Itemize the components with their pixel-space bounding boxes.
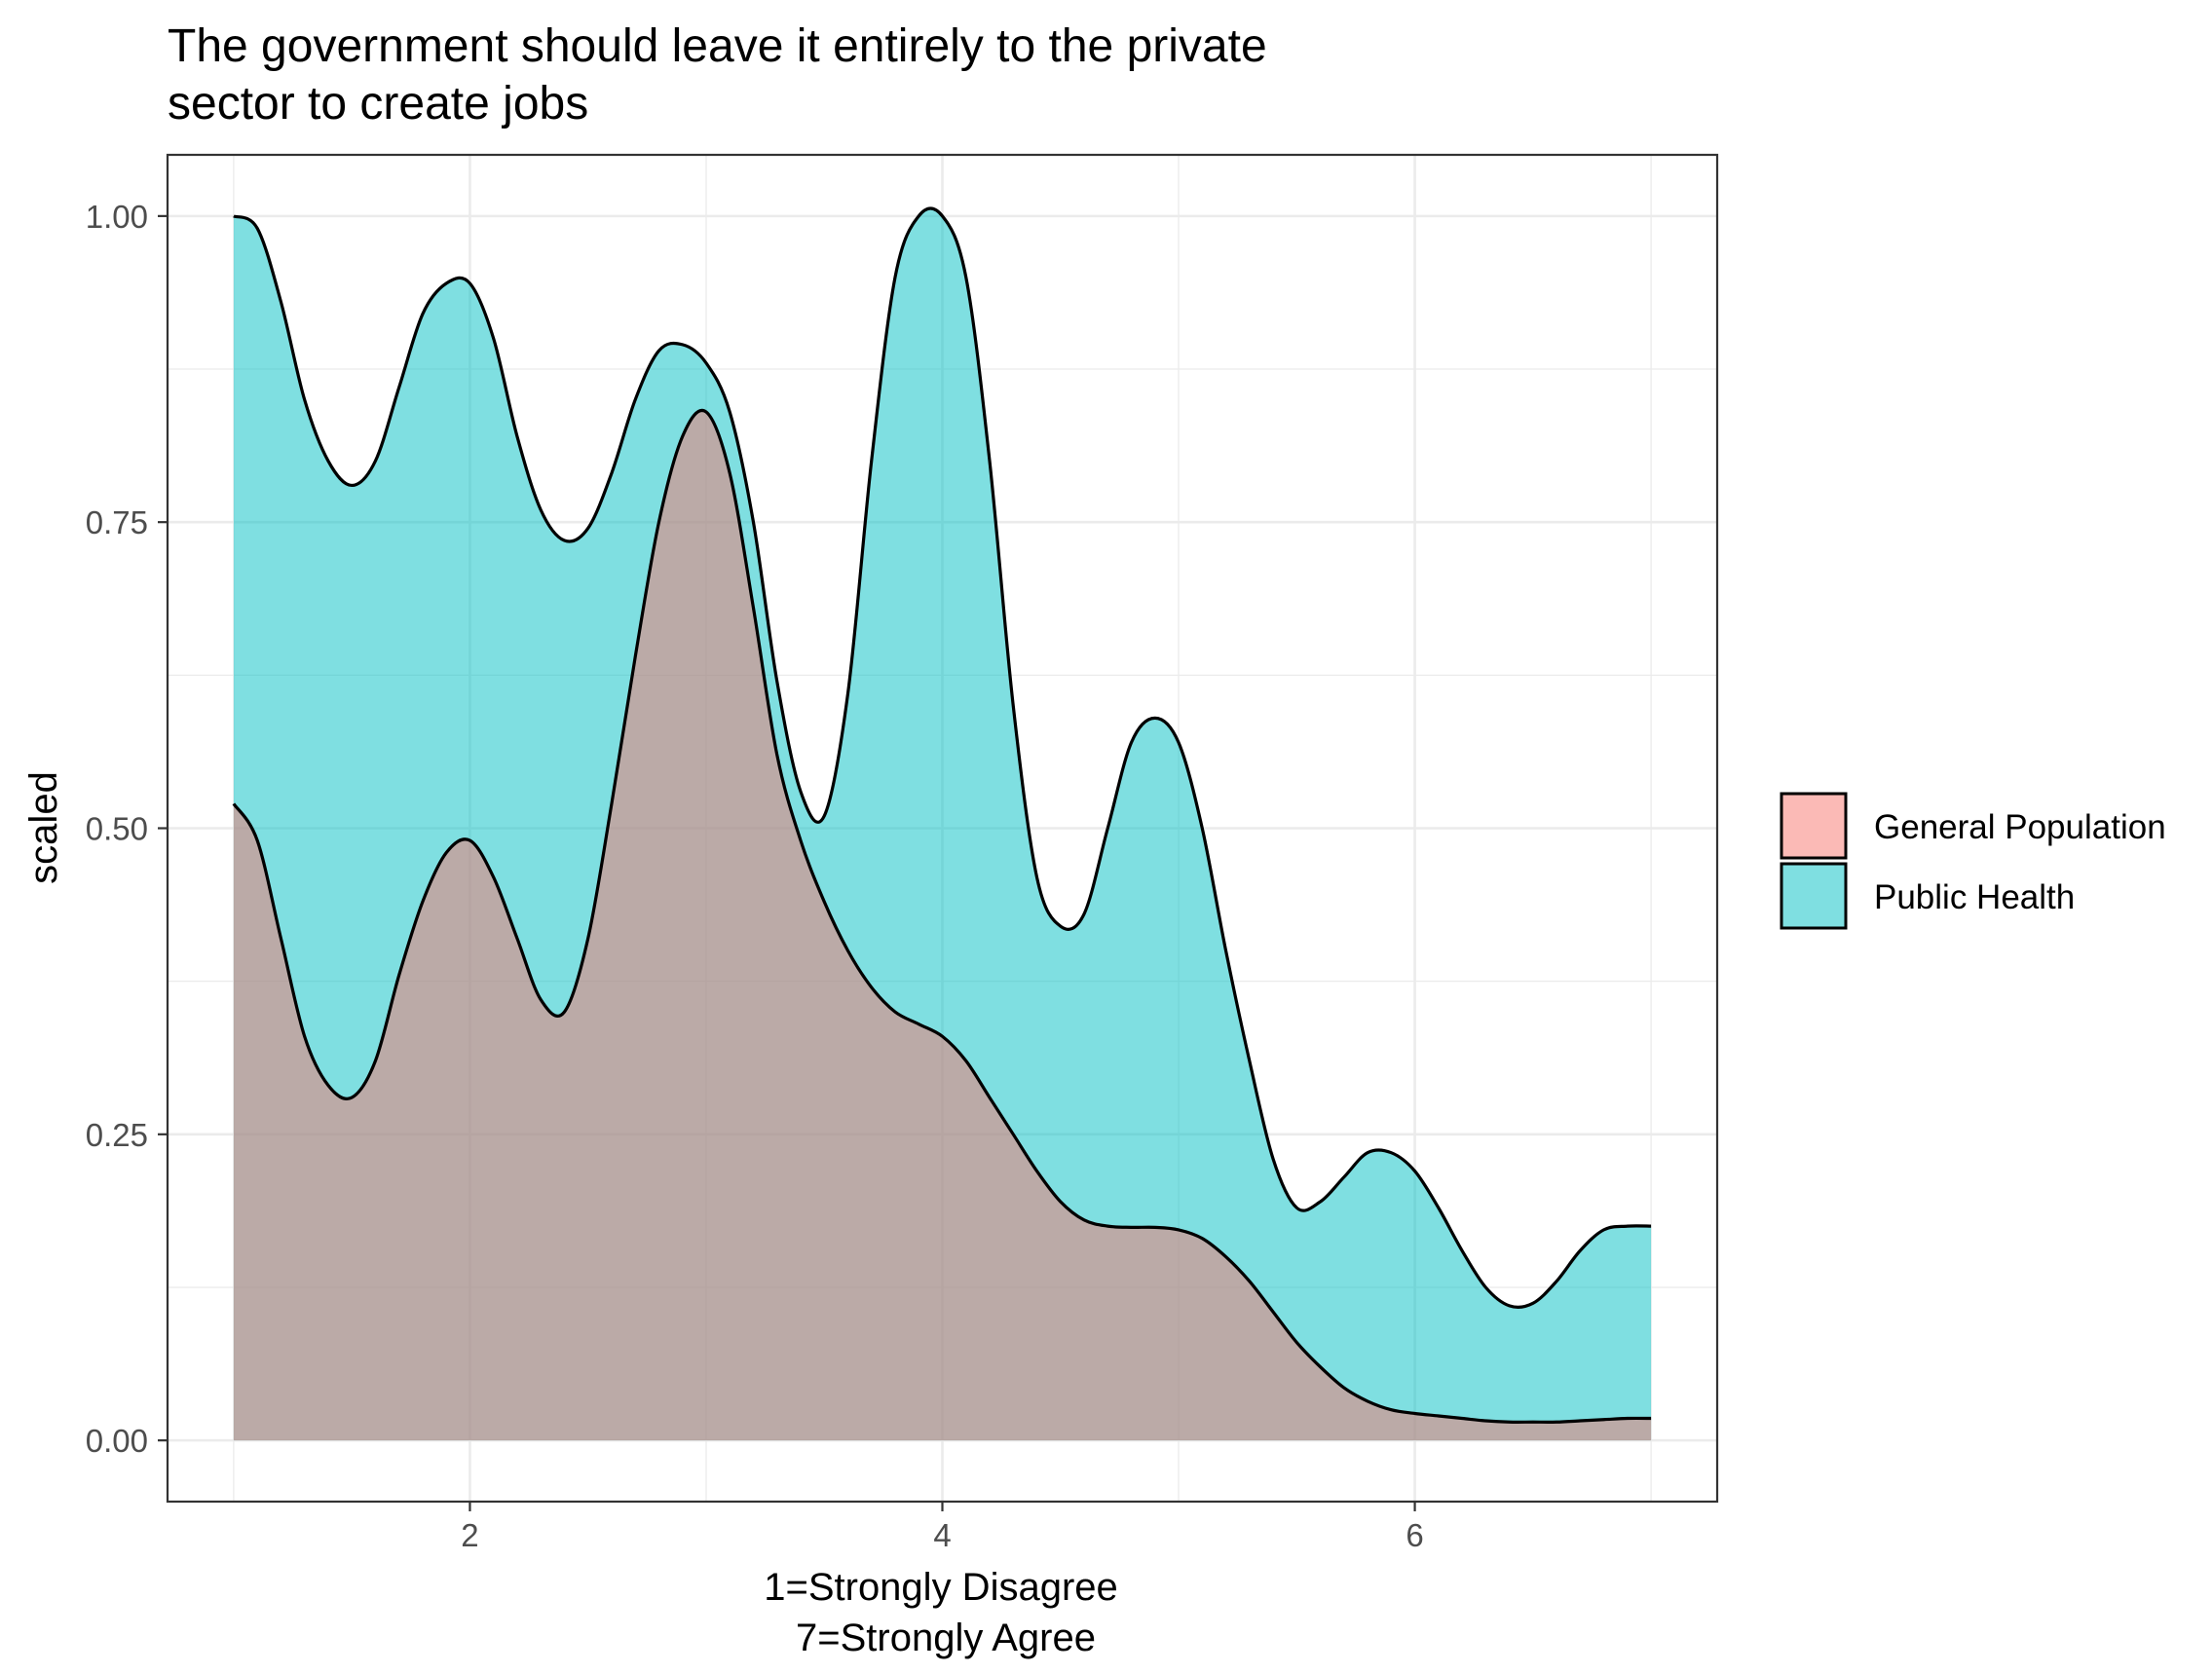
x-tick-label: 4 bbox=[933, 1517, 951, 1553]
y-tick-label: 0.00 bbox=[86, 1423, 148, 1459]
density-areas bbox=[232, 206, 1652, 1441]
x-axis-title-line-2: 7=Strongly Agree bbox=[796, 1617, 1096, 1659]
legend-label-general-population: General Population bbox=[1874, 808, 2166, 846]
legend: General Population Public Health bbox=[1780, 792, 2166, 930]
line-public-health bbox=[233, 206, 1652, 1309]
y-tick-label: 0.75 bbox=[86, 504, 148, 540]
chart-title-line-2: sector to create jobs bbox=[168, 78, 588, 130]
legend-key-general-population bbox=[1780, 792, 1848, 860]
area-general-population bbox=[233, 410, 1652, 1441]
x-axis-title-line-1: 1=Strongly Disagree bbox=[764, 1566, 1118, 1609]
legend-key-public-health bbox=[1780, 862, 1848, 930]
y-tick-label: 1.00 bbox=[86, 199, 148, 235]
x-tick-label: 6 bbox=[1406, 1517, 1423, 1553]
x-tick-label: 2 bbox=[461, 1517, 478, 1553]
legend-label-public-health: Public Health bbox=[1874, 878, 2075, 916]
y-tick-label: 0.25 bbox=[86, 1117, 148, 1153]
x-axis: 2 4 6 bbox=[461, 1502, 1424, 1553]
chart-title: The government should leave it entirely … bbox=[168, 20, 1267, 130]
y-axis: 0.00 0.25 0.50 0.75 1.00 bbox=[86, 199, 168, 1459]
y-axis-title: scaled bbox=[22, 771, 65, 884]
y-tick-label: 0.50 bbox=[86, 811, 148, 847]
line-general-population bbox=[232, 408, 1652, 1424]
chart-title-line-1: The government should leave it entirely … bbox=[168, 20, 1267, 72]
